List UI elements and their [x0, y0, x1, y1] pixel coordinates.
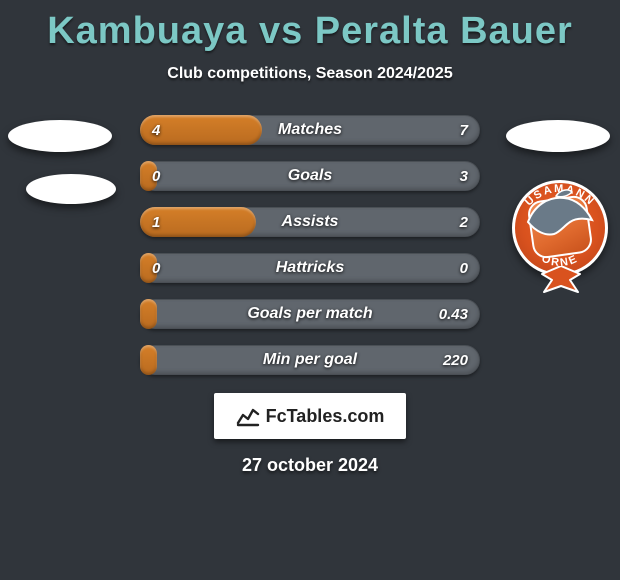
stat-label: Goals [140, 161, 480, 191]
stat-row: Assists1 2 [140, 207, 480, 237]
stat-value-right: 0.43 [439, 299, 468, 329]
subtitle: Club competitions, Season 2024/2025 [0, 65, 620, 83]
stat-value-right: 0 [460, 253, 468, 283]
stat-label: Matches [140, 115, 480, 145]
branding-badge: FcTables.com [214, 393, 406, 439]
date-label: 27 october 2024 [0, 455, 620, 476]
stat-value-left: 4 [152, 115, 160, 145]
stat-row: Hattricks0 0 [140, 253, 480, 283]
stat-label: Hattricks [140, 253, 480, 283]
chart-icon [236, 405, 260, 427]
player-right-avatar [506, 120, 610, 152]
stat-row: Min per goal220 [140, 345, 480, 375]
stat-value-right: 2 [460, 207, 468, 237]
player-left-avatar [8, 120, 112, 152]
stat-value-right: 220 [443, 345, 468, 375]
stat-value-right: 7 [460, 115, 468, 145]
dolphin-icon [524, 188, 596, 244]
stat-value-left: 0 [152, 253, 160, 283]
stat-row: Goals per match0.43 [140, 299, 480, 329]
stat-label: Goals per match [140, 299, 480, 329]
club-badge: USAMANN ORNE [506, 178, 614, 296]
stat-row: Matches4 7 [140, 115, 480, 145]
badge-tail-icon [540, 266, 582, 296]
stat-label: Assists [140, 207, 480, 237]
page-title: Kambuaya vs Peralta Bauer [0, 0, 620, 53]
player-left-avatar-secondary [26, 174, 116, 204]
stat-value-left: 0 [152, 161, 160, 191]
branding-text: FcTables.com [266, 406, 385, 427]
stat-label: Min per goal [140, 345, 480, 375]
stat-row: Goals0 3 [140, 161, 480, 191]
stat-value-left: 1 [152, 207, 160, 237]
stat-value-right: 3 [460, 161, 468, 191]
